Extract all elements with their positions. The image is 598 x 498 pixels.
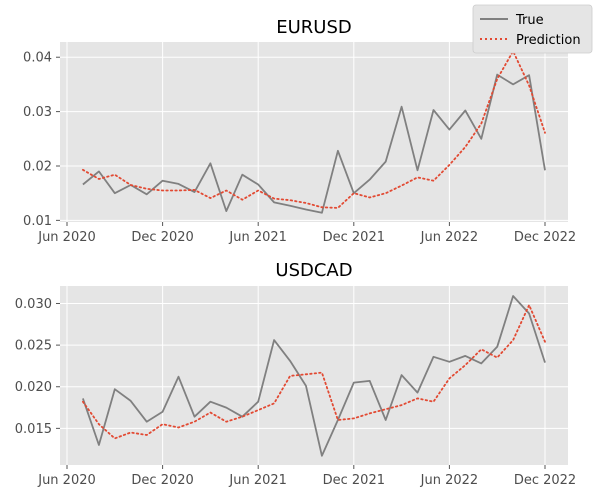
- plot-area-eurusd: [60, 42, 568, 222]
- y-tick-label: 0.015: [15, 422, 52, 437]
- grid-usdcad: [60, 286, 568, 465]
- prediction-series-line-usdcad: [82, 304, 546, 440]
- legend-true-label: True: [515, 13, 544, 28]
- y-axis-usdcad: 0.015 0.020 0.025 0.030: [15, 297, 60, 437]
- x-tick-label: Jun 2022: [420, 473, 479, 488]
- chart-title-eurusd: EURUSD: [276, 17, 352, 38]
- x-tick-label: Dec 2022: [514, 230, 576, 245]
- legend: True Prediction: [472, 4, 593, 54]
- y-tick-label: 0.030: [15, 297, 52, 312]
- x-tick-label: Jun 2022: [420, 230, 479, 245]
- x-tick-label: Dec 2021: [323, 230, 385, 245]
- chart-panel-eurusd: EURUSD 0.01 0.02 0.03 0.04 Jun 2020 Dec 2020…: [23, 17, 576, 245]
- chart-title-usdcad: USDCAD: [275, 260, 352, 281]
- legend-prediction-label: Prediction: [516, 33, 581, 48]
- chart-panel-usdcad: USDCAD 0.015 0.020 0.025 0.030 Jun 2020 Dec …: [15, 260, 576, 488]
- y-tick-label: 0.02: [23, 159, 52, 174]
- plot-area-usdcad: [60, 286, 568, 465]
- x-tick-label: Jun 2020: [37, 230, 96, 245]
- y-tick-label: 0.04: [23, 51, 52, 66]
- y-tick-label: 0.03: [23, 105, 52, 120]
- prediction-series-line-eurusd: [82, 50, 546, 209]
- y-tick-label: 0.01: [23, 214, 52, 229]
- series-lines-usdcad: [82, 295, 546, 457]
- x-tick-label: Jun 2021: [228, 230, 287, 245]
- series-lines-eurusd: [82, 50, 546, 214]
- y-tick-label: 0.025: [15, 339, 52, 354]
- x-axis-usdcad: Jun 2020 Dec 2020 Jun 2021 Dec 2021 Jun 2022…: [37, 465, 576, 488]
- x-tick-label: Jun 2021: [228, 473, 287, 488]
- y-axis-eurusd: 0.01 0.02 0.03 0.04: [23, 51, 60, 229]
- x-tick-label: Dec 2022: [514, 473, 576, 488]
- x-tick-label: Dec 2020: [131, 473, 193, 488]
- true-series-line-eurusd: [82, 73, 546, 214]
- x-tick-label: Jun 2020: [37, 473, 96, 488]
- x-axis-eurusd: Jun 2020 Dec 2020 Jun 2021 Dec 2021 Jun 2022…: [37, 222, 576, 245]
- x-tick-label: Dec 2020: [131, 230, 193, 245]
- legend-box: [472, 4, 593, 54]
- true-series-line-usdcad: [82, 295, 546, 457]
- y-tick-label: 0.020: [15, 380, 52, 395]
- x-tick-label: Dec 2021: [323, 473, 385, 488]
